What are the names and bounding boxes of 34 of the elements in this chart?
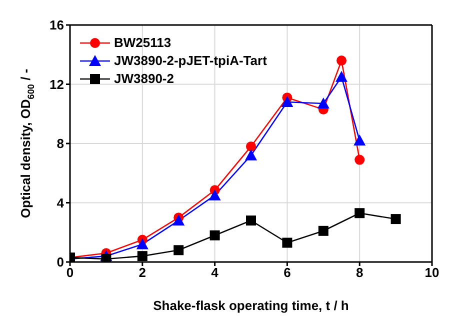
legend-label: JW3890-2-pJET-tpiA-Tart (114, 52, 267, 70)
x-axis-title: Shake-flask operating time, t / h (153, 298, 349, 313)
y-tick-label: 16 (50, 18, 64, 33)
point (246, 216, 256, 226)
legend-label: BW25113 (114, 34, 172, 52)
point (318, 226, 328, 236)
point (354, 134, 366, 146)
x-tick-label: 4 (211, 265, 220, 280)
y-tick-label: 8 (56, 136, 64, 152)
point (174, 245, 184, 256)
point (317, 98, 330, 109)
point (208, 189, 221, 200)
point (172, 214, 185, 226)
point (245, 149, 257, 160)
point (390, 214, 401, 224)
y-tick-label: 12 (50, 76, 64, 92)
y-tick-label: 4 (56, 195, 65, 210)
point (281, 96, 294, 108)
point (282, 238, 292, 248)
x-tick-label: 8 (356, 265, 364, 280)
point (336, 70, 348, 82)
legend-label: JW3890-2 (114, 70, 174, 88)
point (354, 154, 365, 165)
point (137, 251, 148, 262)
x-tick-label: 10 (424, 265, 440, 280)
point (136, 238, 148, 250)
point (246, 141, 256, 152)
y-tick-label: 0 (56, 254, 64, 270)
x-tick-label: 6 (284, 265, 291, 280)
x-tick-label: 0 (66, 265, 74, 280)
x-tick-label: 2 (138, 265, 146, 280)
point (354, 208, 365, 218)
point (336, 56, 346, 66)
point (210, 230, 220, 240)
